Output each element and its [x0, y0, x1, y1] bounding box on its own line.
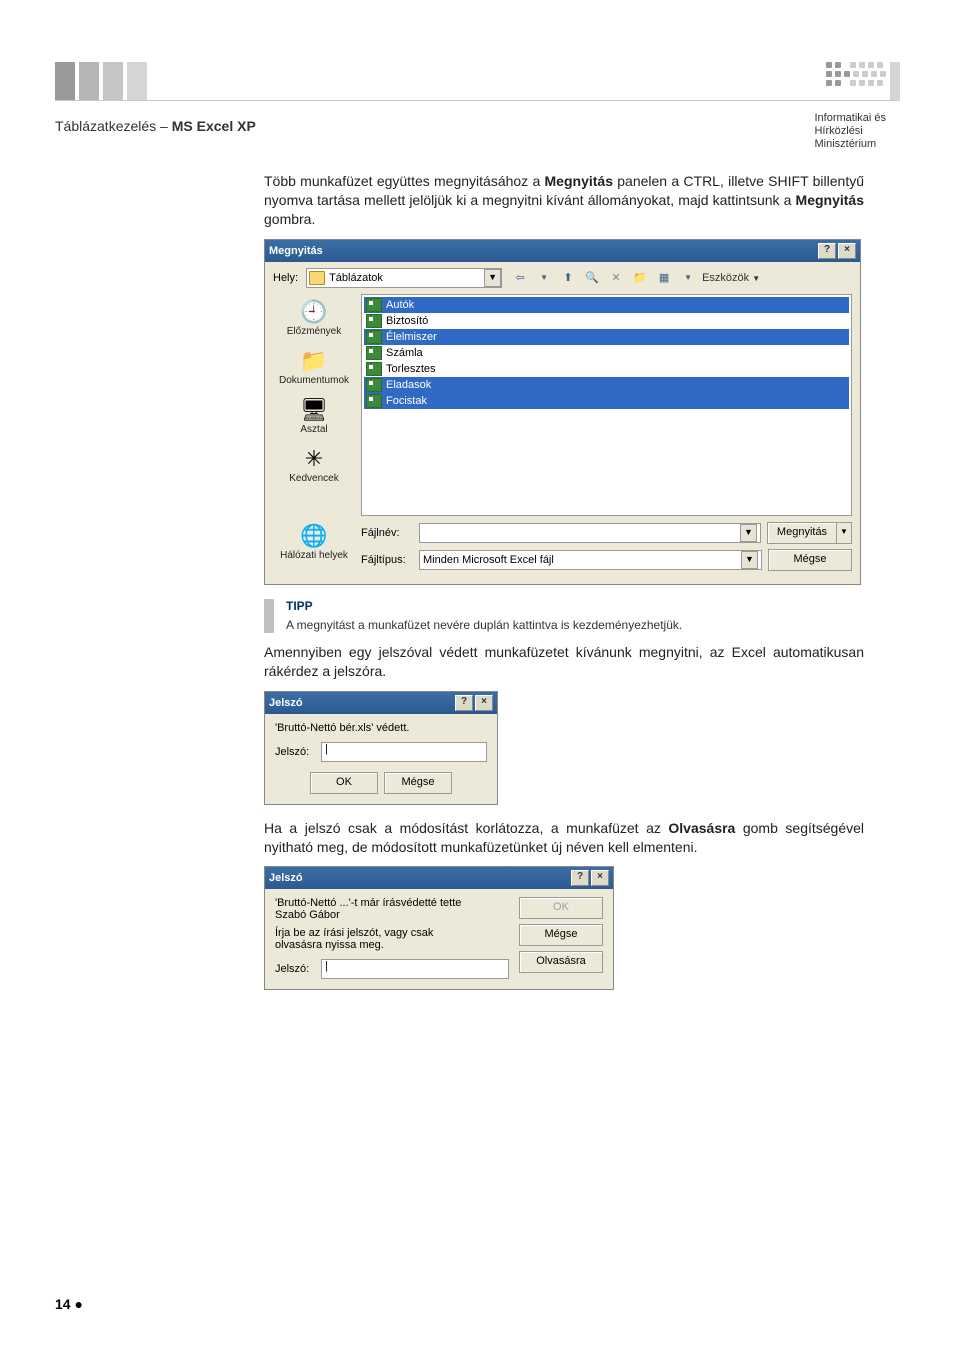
filetype-label: Fájltípus:	[361, 554, 413, 566]
protected-text: 'Bruttó-Nettó bér.xls' védett.	[275, 722, 487, 734]
file-item[interactable]: Élelmiszer	[364, 329, 849, 345]
chevron-down-icon[interactable]: ▼	[484, 269, 501, 287]
xls-icon	[366, 378, 382, 392]
password-label: Jelszó:	[275, 963, 315, 975]
file-name: Autók	[386, 298, 414, 312]
places-network[interactable]: 🌐 Hálózati helyek	[273, 522, 355, 567]
cancel-button[interactable]: Mégse	[384, 772, 452, 794]
help-icon[interactable]: ?	[455, 695, 473, 711]
header-divider	[55, 100, 900, 101]
org-name: Informatikai és Hírközlési Minisztérium	[814, 112, 886, 152]
places-favorites[interactable]: ✳ Kedvencek	[273, 441, 355, 490]
tools-menu[interactable]: Eszközök ▼	[702, 272, 760, 284]
folder-icon	[309, 271, 325, 285]
views-icon[interactable]: ▦	[654, 269, 674, 287]
help-icon[interactable]: ?	[571, 870, 589, 886]
logo-bar	[890, 62, 900, 100]
new-folder-icon[interactable]: 📁	[630, 269, 650, 287]
close-icon[interactable]: ×	[591, 870, 609, 886]
open-dialog: Megnyitás ? × Hely: Táblázatok ▼ ⇦	[264, 239, 861, 585]
file-item[interactable]: Torlesztes	[364, 361, 849, 377]
file-item[interactable]: Focistak	[364, 393, 849, 409]
xls-icon	[366, 346, 382, 360]
file-item[interactable]: Biztosító	[364, 313, 849, 329]
readonly-button[interactable]: Olvasásra	[519, 951, 603, 973]
views-menu-icon[interactable]: ▼	[678, 269, 698, 287]
page-title: Táblázatkezelés – MS Excel XP	[55, 118, 256, 134]
d3-line2: Szabó Gábor	[275, 909, 509, 921]
password-dialog3-title: Jelszó	[269, 872, 303, 884]
desktop-icon: 🖥	[298, 396, 330, 424]
chevron-down-icon[interactable]: ▼	[741, 551, 758, 569]
file-name: Számla	[386, 346, 423, 360]
open-dialog-title: Megnyitás	[269, 245, 323, 257]
open-button[interactable]: Megnyitás	[767, 522, 837, 544]
look-in-label: Hely:	[273, 272, 298, 284]
password-dialog3-titlebar: Jelszó ? ×	[265, 867, 613, 889]
filename-input[interactable]: ▼	[419, 523, 761, 543]
password-input[interactable]: |	[321, 742, 487, 762]
xls-icon	[366, 298, 382, 312]
d3-line1: 'Bruttó-Nettó ...'-t már írásvédetté tet…	[275, 897, 509, 909]
xls-icon	[366, 362, 382, 376]
para-password: Amennyiben egy jelszóval védett munkafüz…	[264, 643, 864, 681]
d3-line4: olvasásra nyissa meg.	[275, 939, 509, 951]
places-bar: 🕘 Előzmények 📁 Dokumentumok 🖥 Asztal	[273, 294, 355, 516]
cancel-button[interactable]: Mégse	[768, 549, 852, 571]
file-item[interactable]: Eladasok	[364, 377, 849, 393]
cancel-button[interactable]: Mégse	[519, 924, 603, 946]
tip-title: TIPP	[286, 599, 864, 613]
close-icon[interactable]: ×	[475, 695, 493, 711]
xls-icon	[366, 394, 382, 408]
places-history[interactable]: 🕘 Előzmények	[273, 294, 355, 343]
help-icon[interactable]: ?	[818, 243, 836, 259]
page-number: 14 ●	[55, 1296, 83, 1312]
password-input[interactable]: |	[321, 959, 509, 979]
ok-button[interactable]: OK	[519, 897, 603, 919]
xls-icon	[366, 330, 382, 344]
password-dialog-title: Jelszó	[269, 697, 303, 709]
file-item[interactable]: Számla	[364, 345, 849, 361]
xls-icon	[366, 314, 382, 328]
network-icon: 🌐	[298, 522, 330, 550]
file-name: Focistak	[386, 394, 427, 408]
places-desktop[interactable]: 🖥 Asztal	[273, 392, 355, 441]
documents-icon: 📁	[298, 347, 330, 375]
look-in-select[interactable]: Táblázatok ▼	[306, 268, 502, 288]
tip-block: TIPP A megnyitást a munkafüzet nevére du…	[264, 599, 864, 633]
d3-line3: Írja be az írási jelszót, vagy csak	[275, 927, 509, 939]
file-name: Torlesztes	[386, 362, 436, 376]
password-dialog-small: Jelszó ? × 'Bruttó-Nettó bér.xls' védett…	[264, 691, 498, 805]
file-item[interactable]: Autók	[364, 297, 849, 313]
ok-button[interactable]: OK	[310, 772, 378, 794]
logo-dots	[826, 62, 886, 86]
header-bars	[55, 62, 147, 100]
close-icon[interactable]: ×	[838, 243, 856, 259]
open-dialog-titlebar: Megnyitás ? ×	[265, 240, 860, 262]
file-list[interactable]: Autók Biztosító Élelmiszer Számla Torlesztes…	[361, 294, 852, 516]
places-documents[interactable]: 📁 Dokumentumok	[273, 343, 355, 392]
intro-para: Több munkafüzet együttes megnyitásához a…	[264, 172, 864, 229]
password-label: Jelszó:	[275, 746, 315, 758]
password-dialog-large: Jelszó ? × 'Bruttó-Nettó ...'-t már írás…	[264, 866, 614, 990]
file-name: Biztosító	[386, 314, 428, 328]
open-menu-icon[interactable]: ▼	[837, 522, 852, 544]
para-readonly: Ha a jelszó csak a módosítást korlátozza…	[264, 819, 864, 857]
history-icon: 🕘	[298, 298, 330, 326]
favorites-icon: ✳	[298, 445, 330, 473]
delete-icon[interactable]: ✕	[606, 269, 626, 287]
chevron-down-icon[interactable]: ▼	[740, 524, 757, 542]
password-dialog-titlebar: Jelszó ? ×	[265, 692, 497, 714]
tip-text: A megnyitást a munkafüzet nevére duplán …	[286, 617, 864, 633]
up-icon[interactable]: ⬆	[558, 269, 578, 287]
back-menu-icon[interactable]: ▼	[534, 269, 554, 287]
filename-label: Fájlnév:	[361, 527, 413, 539]
search-icon[interactable]: 🔍	[582, 269, 602, 287]
file-name: Eladasok	[386, 378, 431, 392]
back-icon[interactable]: ⇦	[510, 269, 530, 287]
file-name: Élelmiszer	[386, 330, 437, 344]
filetype-select[interactable]: Minden Microsoft Excel fájl ▼	[419, 550, 762, 570]
